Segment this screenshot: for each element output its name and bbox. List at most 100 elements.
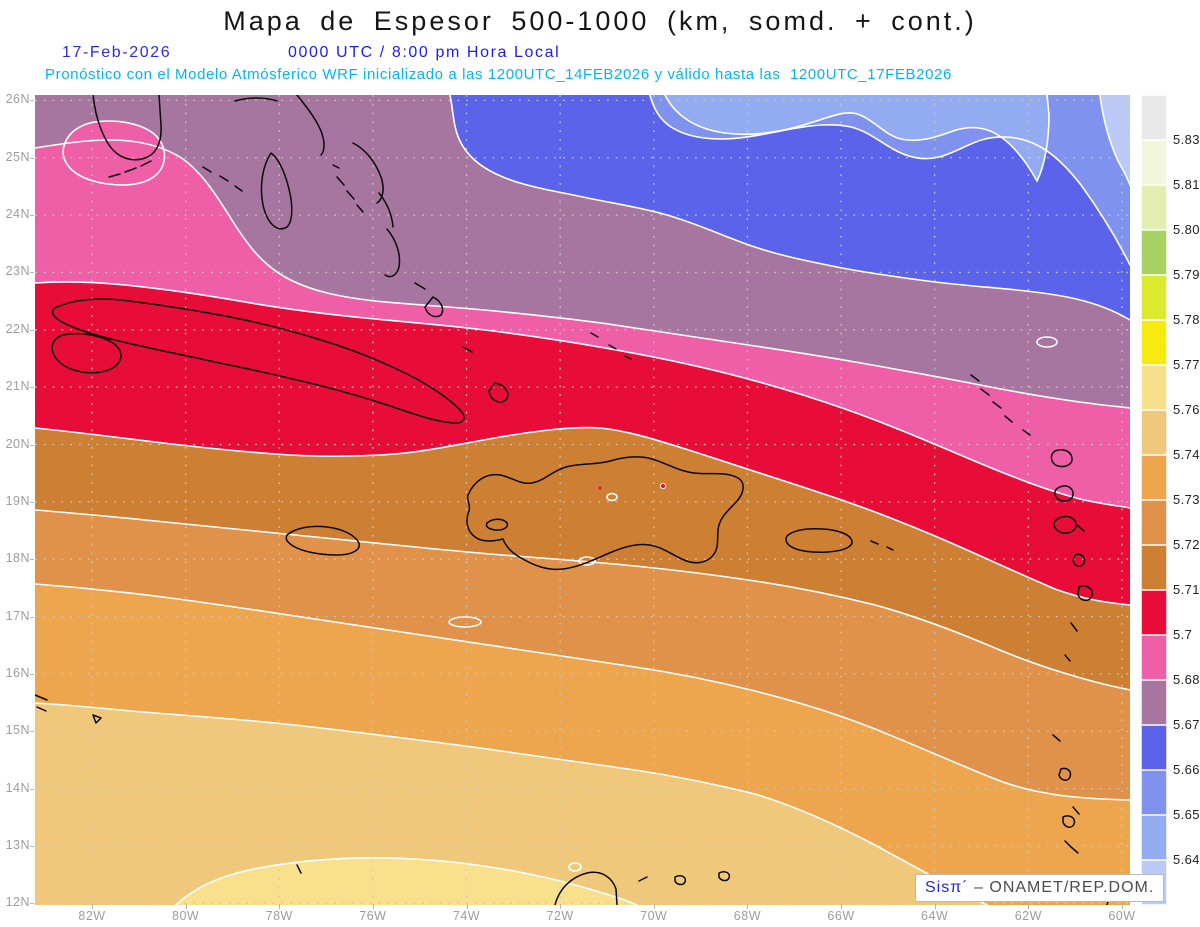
lon-tick-74W xyxy=(466,904,468,909)
lat-tick-21N xyxy=(30,387,34,389)
sispi-logo: Sisπ´ xyxy=(925,879,969,896)
contour-5664 xyxy=(649,94,1131,266)
colorbar-segment-8 xyxy=(1141,455,1167,500)
lon-tick-60W xyxy=(1121,904,1123,909)
coastlines xyxy=(34,94,1131,906)
small-red-dot xyxy=(598,486,602,490)
band-blue-light-pocket xyxy=(665,95,1049,181)
lat-tick-25N xyxy=(30,157,34,159)
colorbar-level-5.76: 5.76 xyxy=(1173,402,1200,417)
colorbar-level-5.676: 5.676 xyxy=(1173,717,1200,732)
lat-tick-19N xyxy=(30,501,34,503)
colorbar-segment-6 xyxy=(1141,365,1167,410)
coast-abaco xyxy=(296,94,325,156)
colorbar xyxy=(1141,95,1167,905)
colorbar-segment-2 xyxy=(1141,185,1167,230)
attribution-text: – ONAMET/REP.DOM. xyxy=(968,879,1155,896)
lon-label-74W: 74W xyxy=(452,909,481,923)
contour-5724 xyxy=(34,509,1131,691)
coast-hispaniola xyxy=(466,456,744,571)
coast-long-island xyxy=(384,228,401,278)
date-label: 17-Feb-2026 xyxy=(62,44,172,61)
coast-grand-bahama xyxy=(234,97,278,102)
lat-tick-14N xyxy=(30,788,34,790)
colorbar-segment-10 xyxy=(1141,545,1167,590)
colorbar-segment-5 xyxy=(1141,320,1167,365)
page-title: Mapa de Espesor 500-1000 (km, somd. + co… xyxy=(223,6,977,36)
lat-label-19N: 19N xyxy=(5,493,30,508)
valid-time-label: 0000 UTC / 8:00 pm Hora Local xyxy=(288,44,561,61)
colorbar-segment-16 xyxy=(1141,815,1167,860)
lon-label-70W: 70W xyxy=(640,909,668,923)
coast-turks-caicos xyxy=(590,332,632,360)
lon-tick-66W xyxy=(841,904,843,909)
lat-label-12N: 12N xyxy=(5,895,30,910)
colorbar-level-5.795: 5.795 xyxy=(1173,267,1200,282)
lon-tick-70W xyxy=(653,904,655,909)
lat-label-16N: 16N xyxy=(5,665,30,680)
lon-label-64W: 64W xyxy=(921,909,949,923)
coast-florida-keys xyxy=(108,160,243,192)
lon-tick-78W xyxy=(279,904,281,909)
lon-tick-62W xyxy=(1028,904,1030,909)
colorbar-level-5.64: 5.64 xyxy=(1173,852,1200,867)
contour-florida-bulge xyxy=(62,120,166,186)
colorbar-level-5.7: 5.7 xyxy=(1173,627,1193,642)
lat-label-21N: 21N xyxy=(5,379,30,394)
lat-label-22N: 22N xyxy=(5,321,30,336)
coast-virgin-islands xyxy=(870,540,894,551)
band-blue-vivid xyxy=(450,95,1130,320)
attribution-box: Sisπ´ – ONAMET/REP.DOM. xyxy=(915,874,1165,902)
band-wheat-wedge xyxy=(176,857,637,905)
mini-contour-5 xyxy=(606,492,618,502)
lat-tick-15N xyxy=(30,731,34,733)
lon-tick-82W xyxy=(92,904,93,909)
contour-5712 xyxy=(34,426,1131,606)
lat-label-15N: 15N xyxy=(5,723,30,738)
lon-tick-64W xyxy=(934,904,936,909)
colorbar-level-5.712: 5.712 xyxy=(1173,582,1200,597)
coast-guadeloupe xyxy=(1053,515,1085,534)
coast-isla-juventud xyxy=(51,333,122,374)
lat-tick-23N xyxy=(30,272,34,274)
lat-label-18N: 18N xyxy=(5,551,30,566)
lat-tick-26N xyxy=(30,100,34,102)
colorbar-segment-9 xyxy=(1141,500,1167,545)
lat-label-13N: 13N xyxy=(5,837,30,852)
coast-antilles-south xyxy=(1052,734,1080,848)
contour-57 xyxy=(34,281,1131,509)
coast-florida xyxy=(92,94,162,161)
lat-label-26N: 26N xyxy=(5,92,30,107)
coast-st-lucia xyxy=(1064,622,1078,662)
coast-cat-island xyxy=(378,192,394,228)
lat-tick-20N xyxy=(30,444,34,446)
lat-label-20N: 20N xyxy=(5,436,30,451)
lon-tick-72W xyxy=(560,904,562,909)
thickness-contour-map xyxy=(34,94,1131,906)
mini-contour-4 xyxy=(568,862,582,872)
colorbar-level-5.652: 5.652 xyxy=(1173,807,1200,822)
red-anomaly-dot xyxy=(659,482,667,490)
lon-tick-80W xyxy=(185,904,187,909)
filled-contour-bands xyxy=(35,95,1130,905)
contour-lines xyxy=(34,94,1131,906)
lat-tick-16N xyxy=(30,673,34,675)
forecast-model-label: Pronóstico con el Modelo Atmósferico WRF… xyxy=(45,66,952,83)
lon-tick-76W xyxy=(372,904,374,909)
lat-tick-22N xyxy=(30,329,34,331)
colorbar-segment-7 xyxy=(1141,410,1167,455)
lat-tick-13N xyxy=(30,845,34,847)
band-blue-pale-corner xyxy=(1100,95,1130,185)
colorbar-level-5.831: 5.831 xyxy=(1173,132,1200,147)
colorbar-segment-4 xyxy=(1141,275,1167,320)
coast-abc-islands xyxy=(638,871,731,886)
coast-exuma-cays xyxy=(332,164,364,213)
lon-label-72W: 72W xyxy=(546,909,574,923)
contour-5748 xyxy=(34,702,988,906)
lat-label-23N: 23N xyxy=(5,264,30,279)
lat-tick-18N xyxy=(30,559,34,561)
coast-antigua xyxy=(1050,449,1073,468)
lat-label-24N: 24N xyxy=(5,207,30,222)
colorbar-level-5.724: 5.724 xyxy=(1173,537,1200,552)
